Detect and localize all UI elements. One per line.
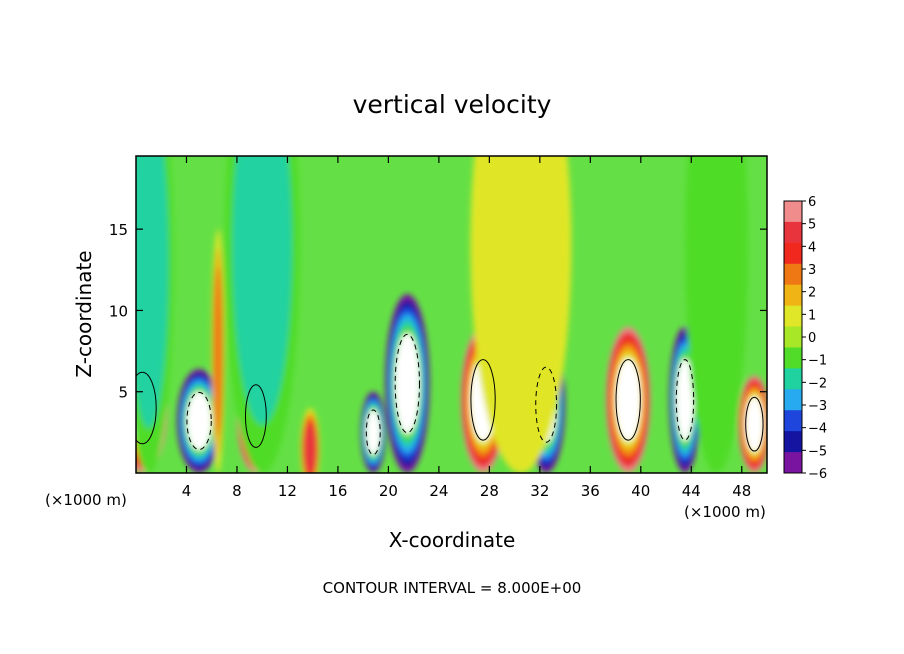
- contour-line: [615, 359, 641, 441]
- contour-line: [136, 371, 157, 445]
- velocity-cell: [232, 156, 293, 425]
- x-tick-label: 12: [278, 482, 297, 500]
- colorbar-label: 6: [808, 195, 816, 210]
- x-tick-label: 16: [328, 482, 347, 500]
- x-tick-label: 28: [480, 482, 499, 500]
- colorbar-swatch: [784, 263, 802, 286]
- x-tick-label: 8: [232, 482, 242, 500]
- contour-line: [470, 359, 496, 441]
- colorbar-swatch: [784, 347, 802, 369]
- plot-area: [136, 156, 767, 473]
- x-tick-label: 20: [379, 482, 398, 500]
- velocity-cell: [186, 391, 212, 451]
- velocity-cell: [394, 333, 420, 435]
- colorbar-swatch: [784, 410, 802, 432]
- velocity-cell: [745, 396, 764, 452]
- colorbar-label: 1: [808, 308, 816, 323]
- colorbar-swatch: [784, 431, 802, 453]
- y-tick-label: 5: [118, 384, 128, 402]
- velocity-cell: [136, 156, 169, 429]
- colorbar-label: 4: [808, 240, 816, 255]
- y-tick-label: 10: [109, 302, 128, 320]
- contour-line: [365, 409, 381, 456]
- velocity-cell: [304, 423, 316, 473]
- colorbar-label: 3: [808, 263, 816, 278]
- x-tick-label: 44: [682, 482, 701, 500]
- contour-line: [244, 384, 267, 448]
- contour-line: [394, 333, 420, 434]
- velocity-cell: [676, 358, 694, 442]
- colorbar-swatch: [784, 389, 802, 411]
- x-tick-label: 48: [732, 482, 751, 500]
- velocity-cell: [213, 266, 223, 436]
- colorbar-label: −4: [808, 422, 827, 437]
- y-axis-label: Z-coordinate: [72, 250, 96, 377]
- x-axis-ticks: 4 8 12 16 20 24 28 32 36 40 44 48: [182, 156, 751, 500]
- colorbar-swatch: [784, 326, 802, 348]
- contour-line: [535, 366, 558, 443]
- colorbar-label: −5: [808, 444, 827, 459]
- contour-interval-note: CONTOUR INTERVAL = 8.000E+00: [323, 579, 582, 597]
- x-tick-label: 24: [429, 482, 448, 500]
- contour-lines: [136, 333, 764, 456]
- contour-line: [675, 359, 695, 441]
- colorbar-swatch: [784, 242, 802, 265]
- y-axis-ticks: 5 10 15: [109, 221, 767, 402]
- colorbar-label: 0: [808, 331, 816, 346]
- velocity-cell: [366, 409, 381, 456]
- colorbar-swatch: [784, 452, 802, 474]
- velocity-cells: [136, 156, 767, 473]
- velocity-cell: [615, 358, 641, 442]
- colorbar-swatch: [784, 201, 802, 223]
- colorbar-swatch: [784, 305, 802, 328]
- colorbar-swatch: [784, 284, 802, 307]
- x-axis-label: X-coordinate: [389, 528, 516, 552]
- velocity-cell: [684, 156, 749, 473]
- plot-frame: [135, 155, 768, 474]
- colorbar-label: −1: [808, 354, 827, 369]
- x-tick-label: 32: [530, 482, 549, 500]
- velocity-cell: [481, 156, 561, 425]
- colorbar-swatch: [784, 221, 802, 244]
- colorbar-label: −2: [808, 376, 827, 391]
- colorbar-swatch: [784, 368, 802, 390]
- colorbar-label: 5: [808, 218, 816, 233]
- colorbar-label: −3: [808, 399, 827, 414]
- y-tick-label: 15: [109, 221, 128, 239]
- chart-title: vertical velocity: [353, 90, 552, 119]
- contour-line: [745, 396, 764, 452]
- x-unit-left: (×1000 m): [45, 491, 127, 509]
- colorbar-label: 2: [808, 286, 816, 301]
- x-tick-label: 40: [631, 482, 650, 500]
- x-tick-label: 4: [182, 482, 192, 500]
- x-tick-label: 36: [581, 482, 600, 500]
- colorbar-label: −6: [808, 467, 827, 482]
- contour-line: [186, 391, 212, 451]
- colorbar: 6 5 4 3 2 1 0 −1 −2 −3 −4 −5 −6: [783, 195, 827, 482]
- x-unit-right: (×1000 m): [684, 503, 766, 521]
